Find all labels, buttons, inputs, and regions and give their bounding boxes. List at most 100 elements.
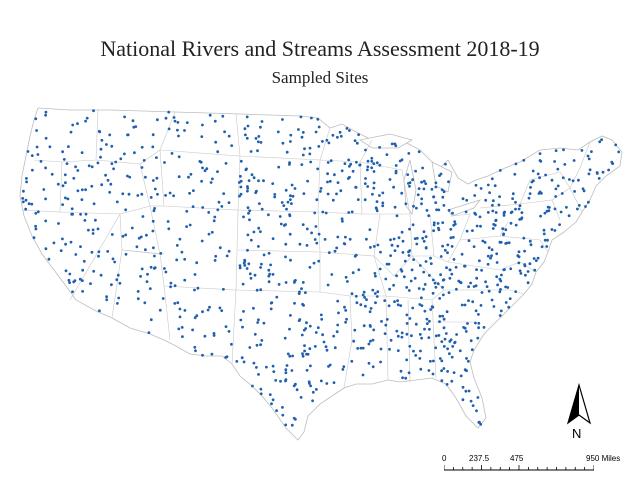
site-dot-icon — [474, 321, 477, 325]
site-dot-icon — [148, 287, 152, 290]
site-dot-icon — [356, 198, 360, 202]
site-dot-icon — [149, 318, 153, 322]
site-dot-icon — [347, 211, 351, 214]
site-dot-icon — [482, 326, 486, 329]
site-dot-icon — [63, 173, 67, 177]
site-dot-icon — [333, 346, 337, 350]
site-dot-icon — [387, 262, 391, 266]
site-dot-icon — [502, 214, 506, 217]
site-dot-icon — [434, 181, 438, 185]
site-dot-icon — [305, 321, 308, 325]
site-dot-icon — [340, 217, 344, 221]
site-dot-icon — [390, 243, 394, 247]
site-dot-icon — [164, 194, 168, 197]
site-dot-icon — [474, 183, 478, 187]
site-dot-icon — [191, 328, 195, 332]
site-dot-icon — [175, 244, 179, 247]
site-dot-icon — [35, 129, 38, 132]
site-dot-icon — [431, 291, 435, 295]
site-dot-icon — [375, 209, 379, 213]
site-dot-icon — [203, 169, 207, 173]
site-dot-icon — [439, 273, 442, 277]
scale-label-2: 475 — [510, 454, 524, 463]
site-dot-icon — [92, 109, 95, 113]
site-dot-icon — [568, 178, 571, 181]
site-dot-icon — [587, 172, 591, 176]
site-dot-icon — [598, 140, 602, 144]
site-dot-icon — [290, 423, 294, 427]
site-dot-icon — [423, 283, 427, 286]
site-dot-icon — [496, 283, 499, 287]
site-dot-icon — [491, 209, 495, 213]
site-dot-icon — [289, 133, 293, 137]
site-dot-icon — [467, 299, 470, 302]
site-dot-icon — [291, 194, 295, 198]
site-dot-icon — [348, 237, 352, 241]
site-dot-icon — [135, 245, 139, 249]
site-dot-icon — [464, 389, 468, 393]
site-dot-icon — [221, 114, 225, 118]
site-dot-icon — [365, 298, 368, 301]
site-dot-icon — [271, 237, 275, 241]
site-dot-icon — [344, 235, 347, 239]
site-dot-icon — [142, 159, 146, 162]
site-dot-icon — [284, 255, 287, 259]
site-dot-icon — [44, 166, 47, 170]
site-dot-icon — [139, 235, 143, 239]
site-dot-icon — [68, 281, 71, 284]
site-dot-icon — [200, 179, 204, 183]
site-dot-icon — [321, 140, 324, 143]
site-dot-icon — [487, 246, 491, 250]
site-dot-icon — [288, 327, 291, 331]
site-dot-icon — [584, 205, 587, 208]
site-dot-icon — [442, 317, 446, 321]
site-dot-icon — [422, 179, 426, 183]
site-dot-icon — [345, 317, 348, 321]
site-dot-icon — [284, 368, 288, 372]
site-dot-icon — [488, 191, 491, 195]
site-dot-icon — [418, 264, 422, 267]
site-dot-icon — [320, 317, 324, 321]
site-dot-icon — [588, 168, 592, 172]
site-dot-icon — [276, 130, 280, 134]
site-dot-icon — [61, 237, 64, 241]
site-dot-icon — [168, 191, 172, 195]
site-dot-icon — [259, 266, 262, 269]
site-dot-icon — [491, 203, 494, 207]
site-dot-icon — [455, 333, 458, 336]
site-dot-icon — [285, 364, 289, 367]
site-dot-icon — [339, 189, 343, 193]
site-dot-icon — [201, 123, 204, 127]
site-dot-icon — [553, 229, 557, 232]
site-dot-icon — [316, 326, 320, 330]
site-dot-icon — [267, 280, 271, 284]
site-dot-icon — [36, 153, 40, 156]
site-dot-icon — [445, 383, 449, 386]
site-dot-icon — [44, 197, 47, 201]
site-dot-icon — [348, 129, 351, 132]
site-dot-icon — [91, 232, 95, 235]
site-dot-icon — [324, 211, 328, 215]
site-dot-icon — [480, 268, 483, 272]
site-dot-icon — [177, 134, 180, 138]
site-dot-icon — [365, 237, 368, 241]
site-dot-icon — [110, 144, 114, 148]
site-dot-icon — [105, 295, 108, 299]
site-dot-icon — [267, 213, 270, 217]
site-dot-icon — [396, 334, 400, 338]
site-dot-icon — [443, 248, 447, 252]
site-dot-icon — [432, 223, 436, 227]
site-dot-icon — [432, 229, 435, 233]
site-dot-icon — [249, 150, 253, 153]
site-dot-icon — [310, 231, 313, 235]
site-dot-icon — [235, 360, 239, 363]
site-dot-icon — [500, 273, 503, 277]
site-dot-icon — [417, 150, 421, 154]
site-dot-icon — [506, 286, 510, 289]
site-dot-icon — [112, 167, 115, 171]
site-dot-icon — [217, 200, 221, 204]
site-dot-icon — [42, 188, 46, 191]
site-dot-icon — [457, 279, 461, 283]
site-dot-icon — [455, 287, 458, 291]
site-dot-icon — [257, 373, 260, 376]
